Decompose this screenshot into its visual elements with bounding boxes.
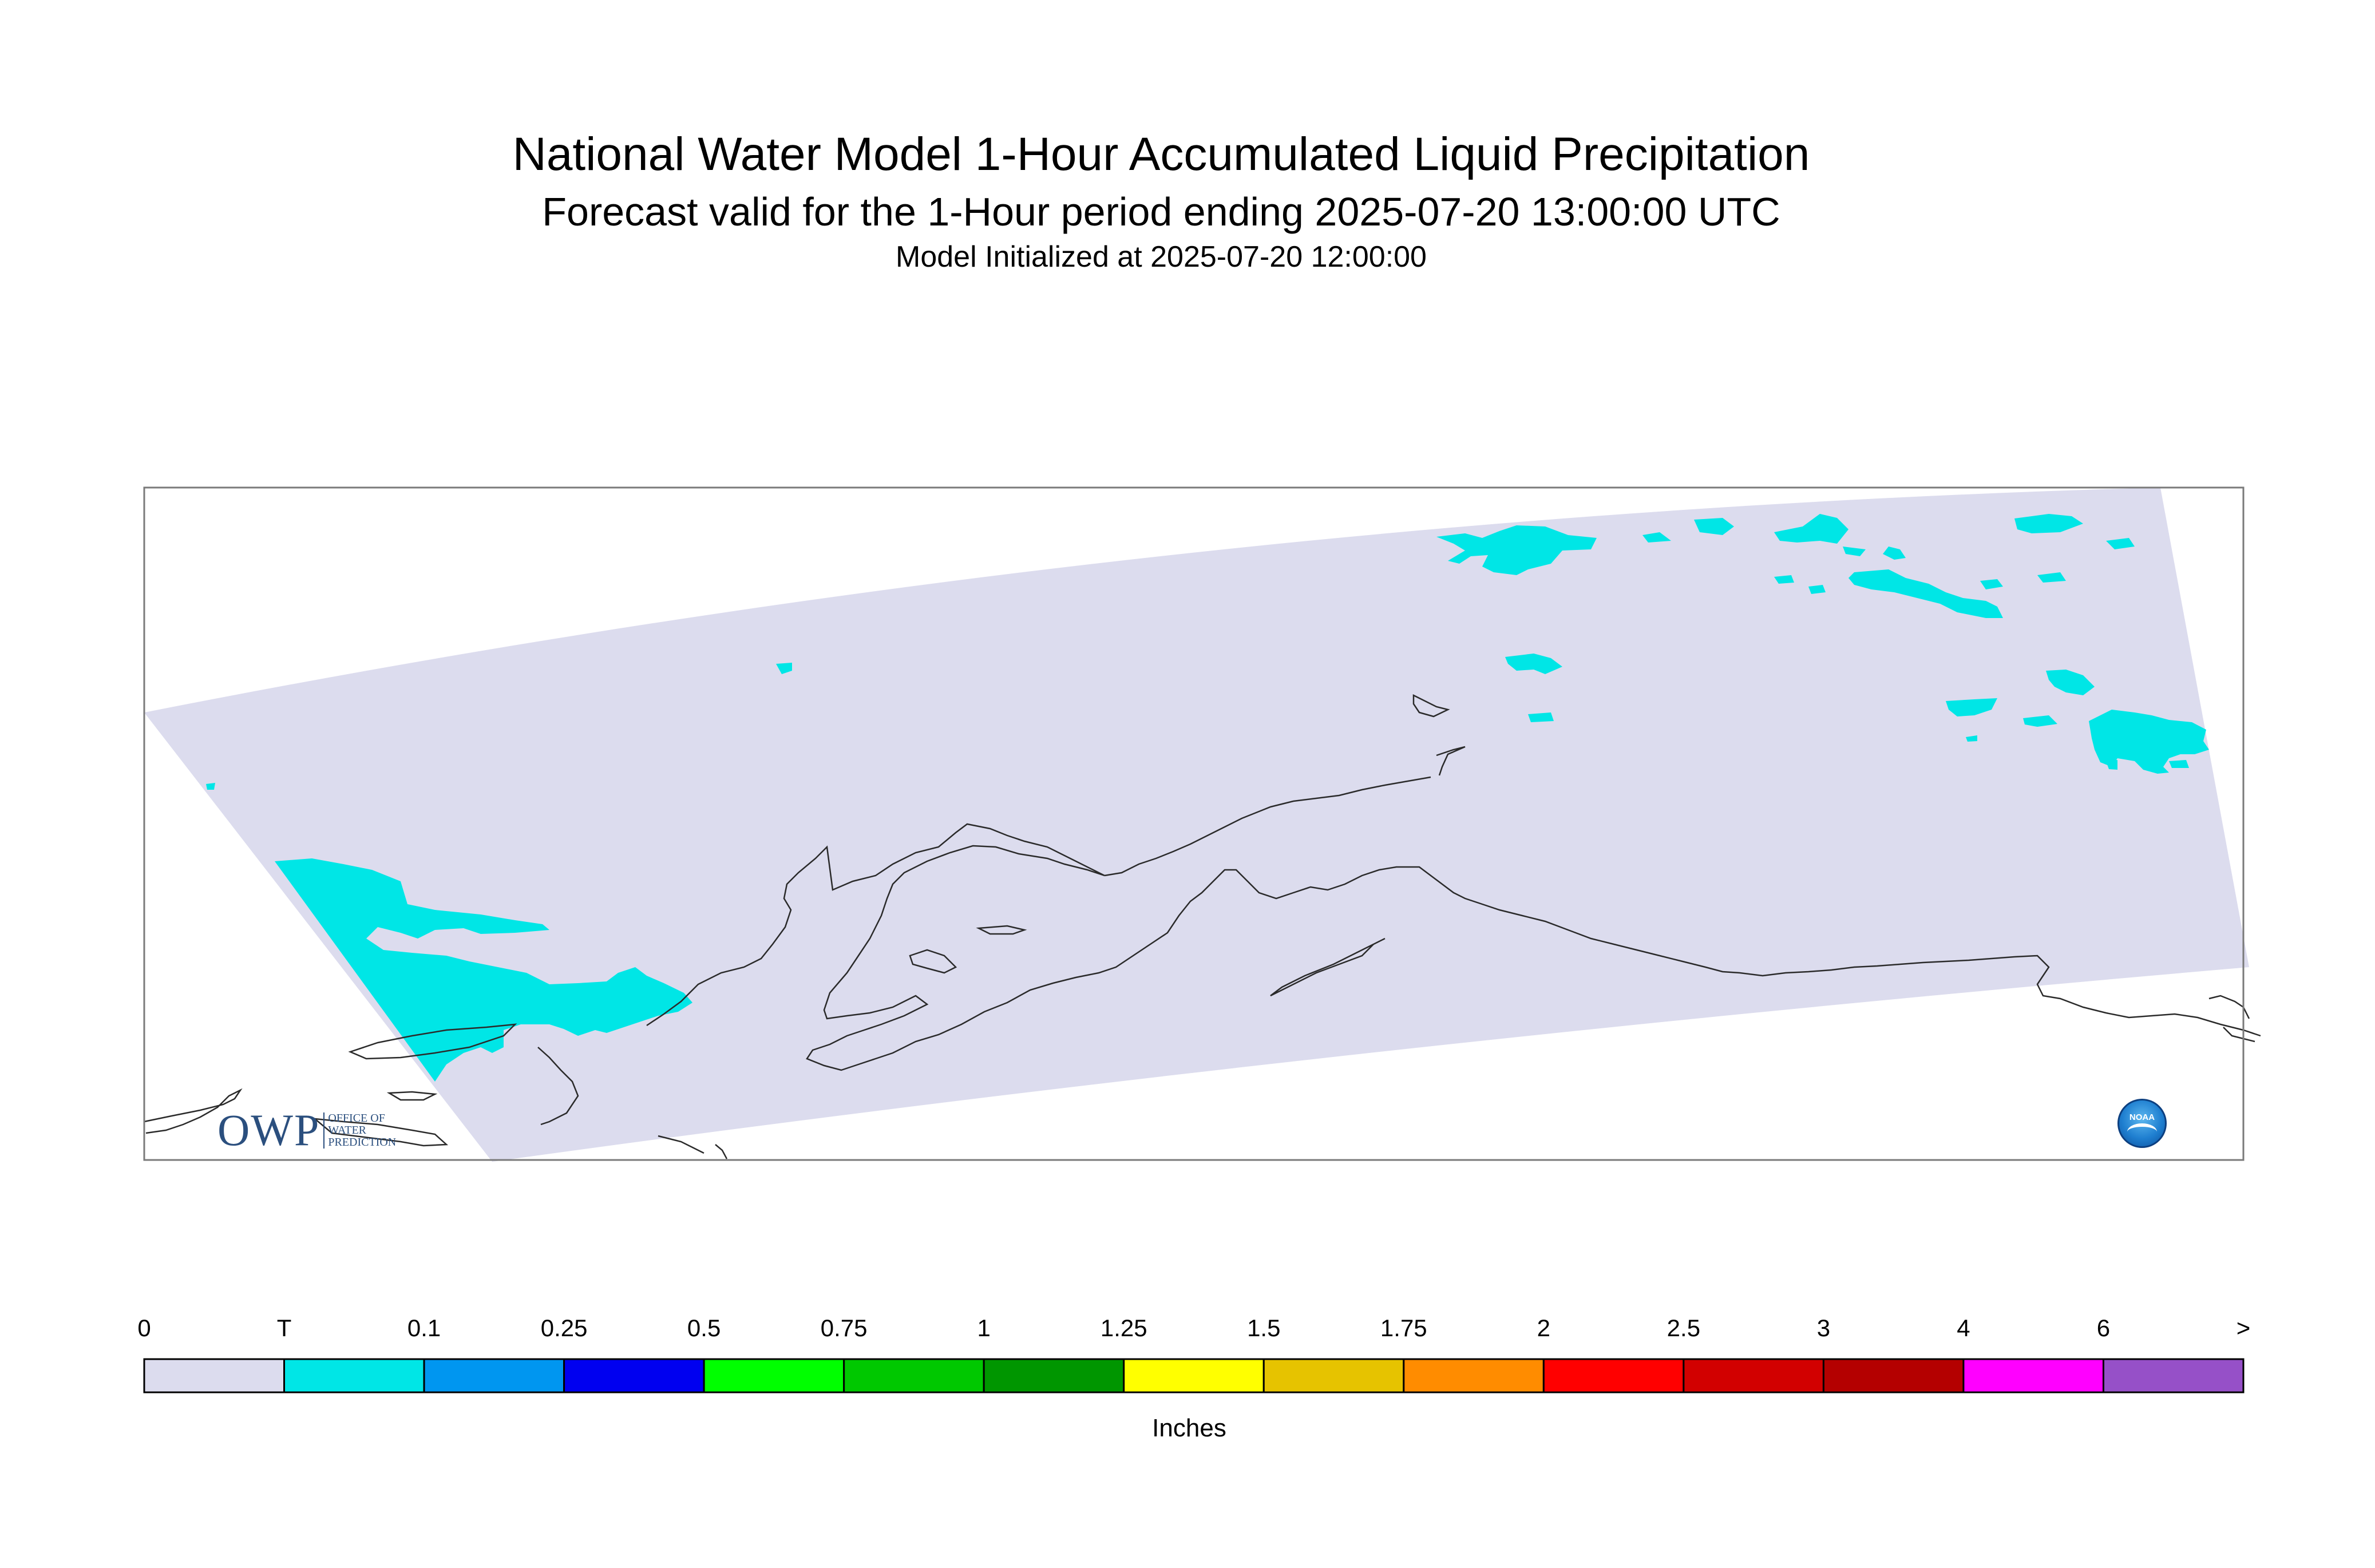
legend-swatch xyxy=(283,1358,425,1393)
legend-swatch xyxy=(1822,1358,1965,1393)
legend-swatch xyxy=(1123,1358,1265,1393)
precip-area-north-5 xyxy=(1843,547,1866,556)
precip-area-east-7 xyxy=(2106,760,2117,770)
precip-area-north-3 xyxy=(1694,518,1734,535)
noaa-bird-icon xyxy=(2127,1123,2157,1141)
legend-tick-label: 1.5 xyxy=(1247,1314,1281,1341)
owp-logo-subtitle: OFFICE OF WATER PREDICTION xyxy=(323,1112,396,1149)
legend-tick-label: 0.75 xyxy=(820,1314,868,1341)
legend-swatch xyxy=(2102,1358,2245,1393)
coastlines xyxy=(144,694,2261,1159)
coastline-lake-3 xyxy=(1412,694,1450,718)
legend-swatch xyxy=(143,1358,286,1393)
precip-area-east-5 xyxy=(2169,760,2189,768)
legend-swatch xyxy=(423,1358,565,1393)
legend-tick-label: 0.5 xyxy=(687,1314,721,1341)
legend-swatch xyxy=(843,1358,985,1393)
legend-tick-label: 0 xyxy=(137,1314,151,1341)
noaa-logo: NOAA xyxy=(2117,1099,2167,1148)
legend-colorbar xyxy=(143,1358,2245,1393)
precip-area-northeast-10 xyxy=(2037,572,2066,583)
precip-area-central-dot xyxy=(776,663,792,674)
coastline-lake-2 xyxy=(976,925,1027,935)
coastline-southwest-2 xyxy=(312,1118,449,1147)
legend-tick-label: 6 xyxy=(2096,1314,2111,1341)
coastline-lake-4 xyxy=(1436,746,1466,776)
legend-swatch xyxy=(1403,1358,1545,1393)
precip-area-northeast-11 xyxy=(1774,575,1794,584)
coastline-far-east xyxy=(2208,995,2250,1019)
legend-tick-label: 2 xyxy=(1537,1314,1551,1341)
precip-area-north-8 xyxy=(2106,538,2135,549)
map-frame xyxy=(143,486,2245,1161)
legend-tick-label: 4 xyxy=(1957,1314,1970,1341)
legend-tick-label: 1.75 xyxy=(1380,1314,1427,1341)
coastline-island-west xyxy=(348,1023,517,1060)
noaa-logo-text: NOAA xyxy=(2129,1112,2155,1122)
coastline-island-south xyxy=(386,1091,438,1101)
legend-swatch xyxy=(703,1358,845,1393)
legend-swatch xyxy=(563,1358,705,1393)
legend-tick-label: 1.25 xyxy=(1100,1314,1147,1341)
coastline-mainland xyxy=(646,823,2261,1071)
precip-area-east-1 xyxy=(2046,670,2095,695)
precip-area-east-6 xyxy=(1966,735,1977,742)
legend-tick-label: 1 xyxy=(977,1314,991,1341)
coastline-far-east-2 xyxy=(2223,1027,2255,1043)
precip-area-sw-dot xyxy=(206,783,215,790)
coastline-northern-inlet xyxy=(1104,776,1431,877)
owp-logo-line-1: OFFICE OF xyxy=(328,1111,385,1124)
model-init-line: Model Initialized at 2025-07-20 12:00:00 xyxy=(896,240,1427,274)
legend-tick-label: T xyxy=(276,1314,292,1341)
precip-area-central-east-1 xyxy=(1505,654,1562,674)
legend-tick-label: 0.25 xyxy=(540,1314,588,1341)
legend-swatch xyxy=(1262,1358,1405,1393)
coastline-bottom-right-stub xyxy=(715,1144,728,1159)
precip-area-southwest-patch xyxy=(624,989,670,1004)
precip-area-northeast-9 xyxy=(1980,579,2003,589)
precip-area-southwest xyxy=(275,858,692,1082)
coastline-peninsula-east xyxy=(1270,937,1386,997)
coastline-south-edge xyxy=(658,1135,704,1154)
legend-swatch xyxy=(983,1358,1125,1393)
legend-unit-label: Inches xyxy=(1152,1414,1226,1442)
precip-area-east-2 xyxy=(1946,698,1997,716)
legend-swatch xyxy=(1542,1358,1685,1393)
page-title: National Water Model 1-Hour Accumulated … xyxy=(512,128,1810,180)
precip-area-north-7 xyxy=(2014,514,2083,533)
owp-logo-line-3: PREDICTION xyxy=(328,1135,397,1149)
owp-logo: OWP OFFICE OF WATER PREDICTION xyxy=(217,1107,396,1153)
precip-area-northeast-band xyxy=(1848,569,2003,618)
precip-area-north-4 xyxy=(1774,514,1848,544)
legend-tick-label: 2.5 xyxy=(1667,1314,1701,1341)
owp-logo-line-2: WATER xyxy=(328,1123,367,1137)
legend-swatch xyxy=(1962,1358,2104,1393)
coastline-lake-1 xyxy=(909,949,957,974)
page-subtitle: Forecast valid for the 1-Hour period end… xyxy=(542,189,1780,234)
owp-logo-text: OWP xyxy=(217,1105,320,1155)
precip-area-central-east-2 xyxy=(1528,712,1554,722)
legend-tick-label: > xyxy=(2236,1314,2251,1341)
precip-area-east-3 xyxy=(2023,715,2057,727)
legend-tick-label: 3 xyxy=(1816,1314,1831,1341)
coastline-south-mid xyxy=(537,1047,579,1126)
coastline-southwest xyxy=(144,1088,243,1134)
legend-tick-label: 0.1 xyxy=(407,1314,441,1341)
precip-trace-areas xyxy=(206,514,2209,1082)
precip-area-north-2 xyxy=(1642,532,1671,543)
precip-area-east-4 xyxy=(2089,710,2209,774)
precip-area-north-1 xyxy=(1436,525,1597,575)
precip-area-north-6 xyxy=(1883,547,1906,560)
precip-area-northeast-12 xyxy=(1808,585,1826,594)
legend-swatch xyxy=(1683,1358,1824,1393)
